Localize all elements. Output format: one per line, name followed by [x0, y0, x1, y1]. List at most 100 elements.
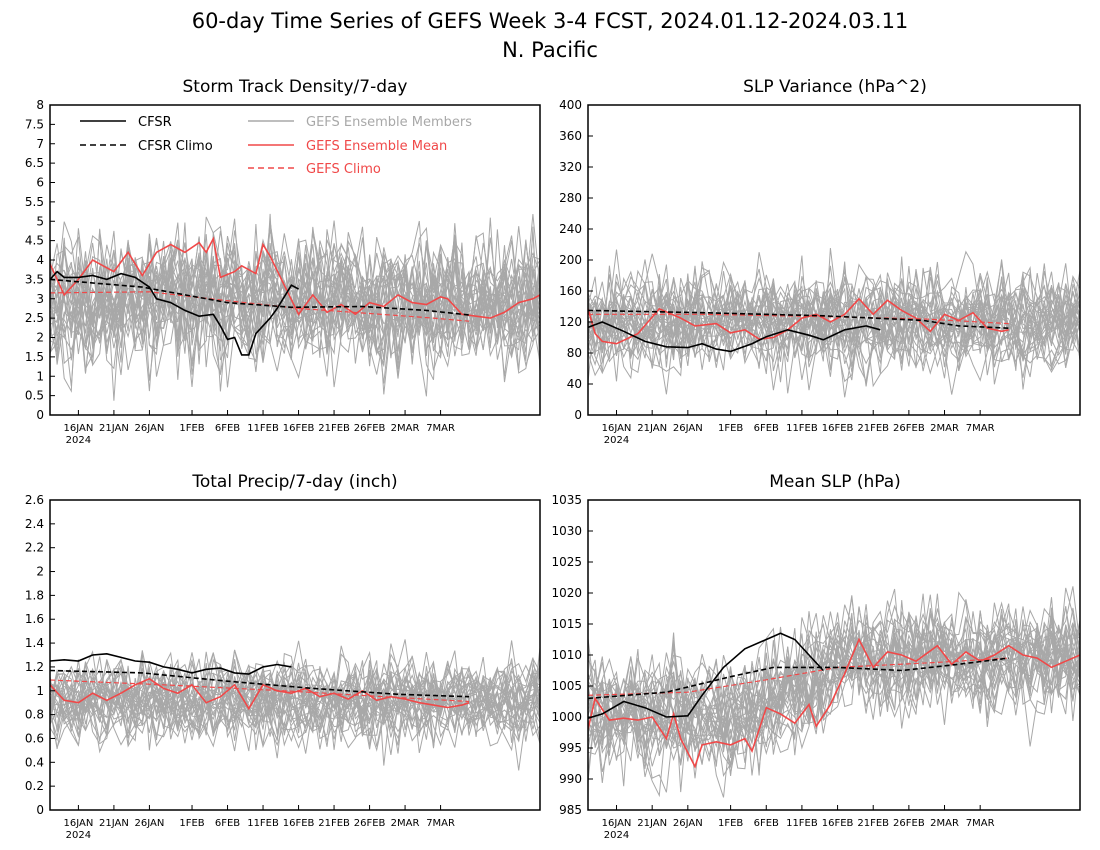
x-tick-label: 6FEB — [215, 423, 240, 434]
y-tick-label: 1025 — [551, 555, 582, 569]
x-tick-label: 26JAN — [135, 818, 165, 829]
plot-area — [588, 586, 1080, 798]
x-year-label: 2024 — [604, 435, 629, 446]
y-tick-label: 0.8 — [25, 708, 44, 722]
y-tick-label: 1.5 — [25, 350, 44, 364]
legend: CFSR CFSR Climo GEFS Ensemble Members GEFS … — [80, 115, 472, 177]
y-tick-label: 200 — [559, 253, 582, 267]
cfsr-climo-line — [588, 657, 1009, 700]
x-tick-label: 6FEB — [754, 818, 779, 829]
x-tick-label: 7MAR — [966, 423, 995, 434]
x-tick-label: 21FEB — [857, 818, 889, 829]
y-tick-label: 3 — [36, 292, 44, 306]
ensemble-member-line — [50, 659, 540, 754]
x-tick-label: 26FEB — [893, 423, 925, 434]
ensemble-member-line — [588, 606, 1080, 783]
ensemble-member-line — [588, 627, 1080, 784]
x-tick-label: 16FEB — [283, 818, 315, 829]
y-tick-label: 6 — [36, 176, 44, 190]
x-tick-label: 16FEB — [822, 423, 854, 434]
y-tick-label: 2.5 — [25, 311, 44, 325]
gefs-climo-line — [50, 291, 470, 322]
panel-2: SLP Variance (hPa^2) 0 40 80 120 160 200 240 280… — [559, 77, 1081, 446]
ensemble-mean-line — [50, 677, 470, 711]
x-year-label: 2024 — [604, 830, 629, 841]
y-tick-label: 2 — [36, 565, 44, 579]
x-tick-label: 21FEB — [318, 423, 350, 434]
y-tick-label: 1 — [36, 684, 44, 698]
y-tick-label: 0 — [36, 803, 44, 817]
gefs-climo-line — [50, 679, 470, 703]
plot-area — [588, 247, 1080, 398]
panel-title: SLP Variance (hPa^2) — [743, 77, 927, 97]
y-tick-label: 1005 — [551, 679, 582, 693]
ensemble-member-line — [50, 662, 540, 754]
ensemble-member-line — [50, 655, 540, 732]
y-tick-label: 5 — [36, 214, 44, 228]
ensemble-member-line — [50, 228, 540, 363]
x-tick-label: 2MAR — [391, 423, 420, 434]
y-tick-label: 6.5 — [25, 156, 44, 170]
x-tick-label: 1FEB — [179, 818, 204, 829]
x-tick-label: 2MAR — [930, 423, 959, 434]
x-tick-label: 11FEB — [247, 818, 279, 829]
x-year-label: 2024 — [66, 435, 91, 446]
y-tick-label: 995 — [559, 741, 582, 755]
x-tick-label: 16JAN — [63, 423, 93, 434]
x-tick-label: 1FEB — [718, 423, 743, 434]
panel-title: Mean SLP (hPa) — [769, 472, 901, 492]
y-tick-label: 280 — [559, 191, 582, 205]
ensemble-member-line — [50, 673, 540, 749]
x-tick-label: 16JAN — [602, 423, 632, 434]
ensemble-member-line — [588, 615, 1080, 769]
y-tick-label: 360 — [559, 129, 582, 143]
plot-area — [50, 213, 540, 401]
y-tick-label: 160 — [559, 284, 582, 298]
y-tick-label: 2 — [36, 331, 44, 345]
y-tick-label: 240 — [559, 222, 582, 236]
y-tick-label: 1.4 — [25, 636, 44, 650]
x-tick-label: 26JAN — [673, 818, 703, 829]
ensemble-member-line — [50, 256, 540, 380]
y-tick-label: 80 — [567, 346, 582, 360]
y-tick-label: 1 — [36, 369, 44, 383]
y-tick-label: 4.5 — [25, 234, 44, 248]
ensemble-member-line — [50, 663, 540, 759]
x-tick-label: 2MAR — [391, 818, 420, 829]
x-year-label: 2024 — [66, 830, 91, 841]
y-tick-label: 1000 — [551, 710, 582, 724]
x-tick-label: 6FEB — [215, 818, 240, 829]
y-tick-label: 4 — [36, 253, 44, 267]
y-tick-label: 320 — [559, 160, 582, 174]
cfsr-climo-line — [588, 309, 1009, 329]
x-tick-label: 21FEB — [318, 818, 350, 829]
ensemble-mean-line — [588, 297, 1009, 345]
y-tick-label: 0.5 — [25, 389, 44, 403]
panel-4: Mean SLP (hPa) 985 990 995 1000 1005 1010 1015 1… — [551, 472, 1081, 841]
y-tick-label: 7.5 — [25, 117, 44, 131]
x-tick-label: 21JAN — [637, 818, 667, 829]
x-tick-label: 21JAN — [637, 423, 667, 434]
legend-label-cfsr_climo: CFSR Climo — [138, 139, 213, 154]
ensemble-member-line — [50, 213, 540, 349]
y-tick-label: 3.5 — [25, 272, 44, 286]
ensemble-member-line — [588, 624, 1080, 793]
y-tick-label: 1.8 — [25, 588, 44, 602]
x-tick-label: 1FEB — [718, 818, 743, 829]
y-tick-label: 7 — [36, 137, 44, 151]
x-tick-label: 11FEB — [247, 423, 279, 434]
ensemble-member-line — [50, 221, 540, 381]
ensemble-member-line — [588, 292, 1080, 388]
x-tick-label: 16FEB — [822, 818, 854, 829]
x-tick-label: 16JAN — [602, 818, 632, 829]
y-tick-label: 0.4 — [25, 755, 44, 769]
figure-title: 60-day Time Series of GEFS Week 3-4 FCST… — [192, 9, 909, 33]
panel-3: Total Precip/7-day (inch)00.20.40.60.811… — [25, 472, 541, 841]
x-tick-label: 16FEB — [283, 423, 315, 434]
x-tick-label: 1FEB — [179, 423, 204, 434]
legend-label-members: GEFS Ensemble Members — [306, 115, 472, 130]
ensemble-member-line — [588, 261, 1080, 374]
y-tick-label: 985 — [559, 803, 582, 817]
y-tick-label: 1.6 — [25, 612, 44, 626]
